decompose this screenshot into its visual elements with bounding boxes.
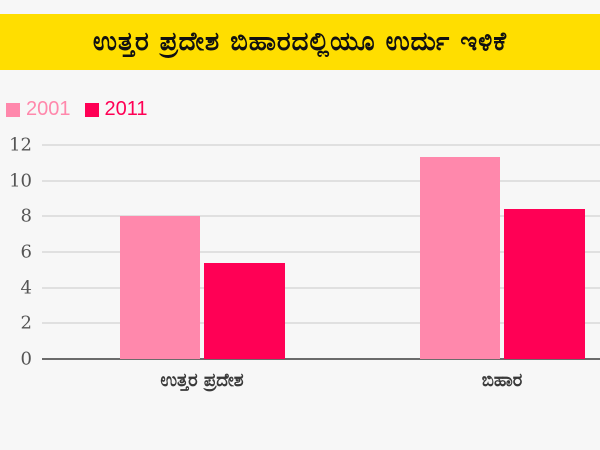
bar-2001-1 [420, 157, 500, 359]
bar-2011-0 [204, 262, 285, 359]
y-tick-label: 4 [20, 277, 32, 299]
x-label-uttar-pradesh: ಉತ್ತರ ಪ್ರದೇಶ [160, 370, 244, 391]
bar-2011-1 [504, 209, 585, 359]
chart-legend: 2001 2011 [6, 98, 162, 121]
y-tick-label: 12 [9, 134, 32, 156]
chart-title: ಉತ್ತರ ಪ್ರದೇಶ ಬಿಹಾರದಲ್ಲಿಯೂ ಉರ್ದು ಇಳಿಕೆ [92, 26, 508, 57]
y-tick-label: 2 [20, 312, 32, 334]
gridline [42, 322, 600, 325]
legend-label-2001: 2001 [26, 98, 71, 120]
gridline [42, 179, 600, 182]
legend-item-2011: 2011 [84, 98, 148, 121]
y-tick-label: 0 [20, 348, 32, 370]
gridline [42, 251, 600, 253]
y-tick-label: 10 [9, 170, 32, 192]
legend-swatch-2001 [6, 102, 20, 117]
gridline [42, 215, 600, 218]
title-banner: ಉತ್ತರ ಪ್ರದೇಶ ಬಿಹಾರದಲ್ಲಿಯೂ ಉರ್ದು ಇಳಿಕೆ [0, 14, 600, 70]
gridline [42, 286, 600, 289]
bar-2001-0 [120, 216, 200, 359]
x-axis-line [42, 358, 600, 360]
gridline [42, 144, 600, 146]
legend-label-2011: 2011 [104, 98, 148, 120]
legend-swatch-2011 [84, 102, 99, 117]
x-label-bihar: ಬಿಹಾರ [481, 370, 523, 391]
y-tick-label: 6 [20, 241, 32, 263]
y-tick-label: 8 [20, 205, 32, 227]
legend-item-2001: 2001 [6, 98, 71, 121]
